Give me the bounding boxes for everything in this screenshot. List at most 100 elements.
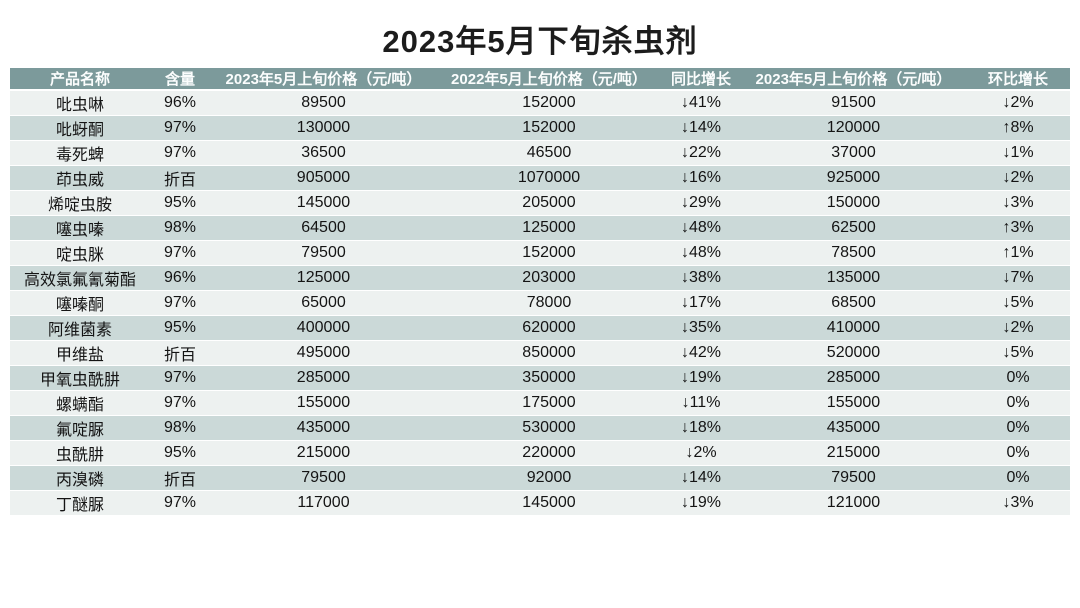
yoy-change-cell: ↓2% xyxy=(661,440,741,466)
product-name-cell: 高效氯氟氰菊酯 xyxy=(10,265,150,291)
price-2023-cell: 400000 xyxy=(210,315,437,341)
price-table: 产品名称 含量 2023年5月上旬价格（元/吨） 2022年5月上旬价格（元/吨… xyxy=(10,68,1070,516)
mom-change-cell: 0% xyxy=(966,465,1070,491)
price-2022-cell: 152000 xyxy=(437,240,661,266)
price-2023b-cell: 925000 xyxy=(741,165,966,191)
mom-change-cell: 0% xyxy=(966,390,1070,416)
header-price-2023b: 2023年5月上旬价格（元/吨） xyxy=(741,68,966,91)
price-2023-cell: 65000 xyxy=(210,290,437,316)
product-name-cell: 氟啶脲 xyxy=(10,415,150,441)
product-name-cell: 烯啶虫胺 xyxy=(10,190,150,216)
price-2022-cell: 530000 xyxy=(437,415,661,441)
price-2023-cell: 36500 xyxy=(210,140,437,166)
price-2023-cell: 64500 xyxy=(210,215,437,241)
table-row: 高效氯氟氰菊酯 96% 125000 203000 ↓38% 135000 ↓7% xyxy=(10,265,1070,291)
mom-change-cell: ↑3% xyxy=(966,215,1070,241)
price-2023-cell: 435000 xyxy=(210,415,437,441)
table-row: 氟啶脲 98% 435000 530000 ↓18% 435000 0% xyxy=(10,415,1070,441)
table-row: 噻嗪酮 97% 65000 78000 ↓17% 68500 ↓5% xyxy=(10,290,1070,316)
price-2022-cell: 152000 xyxy=(437,90,661,116)
yoy-change-cell: ↓41% xyxy=(661,90,741,116)
content-cell: 97% xyxy=(150,490,210,516)
header-price-2022: 2022年5月上旬价格（元/吨） xyxy=(437,68,661,91)
product-name-cell: 噻嗪酮 xyxy=(10,290,150,316)
table-row: 噻虫嗪 98% 64500 125000 ↓48% 62500 ↑3% xyxy=(10,215,1070,241)
content-cell: 折百 xyxy=(150,165,210,191)
mom-change-cell: ↓5% xyxy=(966,290,1070,316)
table-row: 丁醚脲 97% 117000 145000 ↓19% 121000 ↓3% xyxy=(10,490,1070,516)
yoy-change-cell: ↓35% xyxy=(661,315,741,341)
yoy-change-cell: ↓19% xyxy=(661,365,741,391)
content-cell: 95% xyxy=(150,440,210,466)
price-2023b-cell: 37000 xyxy=(741,140,966,166)
content-cell: 95% xyxy=(150,315,210,341)
yoy-change-cell: ↓17% xyxy=(661,290,741,316)
product-name-cell: 虫酰肼 xyxy=(10,440,150,466)
mom-change-cell: ↓7% xyxy=(966,265,1070,291)
header-yoy-change: 同比增长 xyxy=(661,68,741,91)
content-cell: 97% xyxy=(150,115,210,141)
product-name-cell: 毒死蜱 xyxy=(10,140,150,166)
price-2022-cell: 1070000 xyxy=(437,165,661,191)
mom-change-cell: 0% xyxy=(966,440,1070,466)
header-content: 含量 xyxy=(150,68,210,91)
price-2023-cell: 285000 xyxy=(210,365,437,391)
mom-change-cell: ↓1% xyxy=(966,140,1070,166)
table-row: 烯啶虫胺 95% 145000 205000 ↓29% 150000 ↓3% xyxy=(10,190,1070,216)
product-name-cell: 丁醚脲 xyxy=(10,490,150,516)
mom-change-cell: ↓3% xyxy=(966,490,1070,516)
product-name-cell: 茚虫威 xyxy=(10,165,150,191)
mom-change-cell: ↑1% xyxy=(966,240,1070,266)
yoy-change-cell: ↓29% xyxy=(661,190,741,216)
content-cell: 97% xyxy=(150,240,210,266)
yoy-change-cell: ↓18% xyxy=(661,415,741,441)
price-2022-cell: 203000 xyxy=(437,265,661,291)
table-row: 阿维菌素 95% 400000 620000 ↓35% 410000 ↓2% xyxy=(10,315,1070,341)
header-price-2023: 2023年5月上旬价格（元/吨） xyxy=(210,68,437,91)
price-2023b-cell: 135000 xyxy=(741,265,966,291)
yoy-change-cell: ↓19% xyxy=(661,490,741,516)
price-2023b-cell: 79500 xyxy=(741,465,966,491)
price-2022-cell: 620000 xyxy=(437,315,661,341)
product-name-cell: 甲维盐 xyxy=(10,340,150,366)
yoy-change-cell: ↓14% xyxy=(661,115,741,141)
mom-change-cell: 0% xyxy=(966,365,1070,391)
price-2023b-cell: 435000 xyxy=(741,415,966,441)
product-name-cell: 噻虫嗪 xyxy=(10,215,150,241)
table-row: 螺螨酯 97% 155000 175000 ↓11% 155000 0% xyxy=(10,390,1070,416)
yoy-change-cell: ↓38% xyxy=(661,265,741,291)
price-2023-cell: 89500 xyxy=(210,90,437,116)
content-cell: 97% xyxy=(150,290,210,316)
yoy-change-cell: ↓42% xyxy=(661,340,741,366)
content-cell: 97% xyxy=(150,390,210,416)
product-name-cell: 丙溴磷 xyxy=(10,465,150,491)
price-2023b-cell: 410000 xyxy=(741,315,966,341)
mom-change-cell: ↓5% xyxy=(966,340,1070,366)
content-cell: 98% xyxy=(150,215,210,241)
price-2023b-cell: 62500 xyxy=(741,215,966,241)
price-2023b-cell: 78500 xyxy=(741,240,966,266)
content-cell: 98% xyxy=(150,415,210,441)
content-cell: 97% xyxy=(150,365,210,391)
price-2022-cell: 205000 xyxy=(437,190,661,216)
price-2022-cell: 350000 xyxy=(437,365,661,391)
mom-change-cell: ↓2% xyxy=(966,165,1070,191)
mom-change-cell: ↓3% xyxy=(966,190,1070,216)
product-name-cell: 甲氧虫酰肼 xyxy=(10,365,150,391)
price-2023b-cell: 215000 xyxy=(741,440,966,466)
price-2023b-cell: 150000 xyxy=(741,190,966,216)
content-cell: 折百 xyxy=(150,340,210,366)
table-row: 茚虫威 折百 905000 1070000 ↓16% 925000 ↓2% xyxy=(10,165,1070,191)
table-row: 丙溴磷 折百 79500 92000 ↓14% 79500 0% xyxy=(10,465,1070,491)
product-name-cell: 螺螨酯 xyxy=(10,390,150,416)
product-name-cell: 啶虫脒 xyxy=(10,240,150,266)
mom-change-cell: ↑8% xyxy=(966,115,1070,141)
price-2023-cell: 145000 xyxy=(210,190,437,216)
price-2023b-cell: 91500 xyxy=(741,90,966,116)
price-2023-cell: 125000 xyxy=(210,265,437,291)
header-mom-change: 环比增长 xyxy=(966,68,1070,91)
table-row: 吡蚜酮 97% 130000 152000 ↓14% 120000 ↑8% xyxy=(10,115,1070,141)
content-cell: 96% xyxy=(150,90,210,116)
page-title: 2023年5月下旬杀虫剂 xyxy=(382,24,698,59)
content-cell: 97% xyxy=(150,140,210,166)
